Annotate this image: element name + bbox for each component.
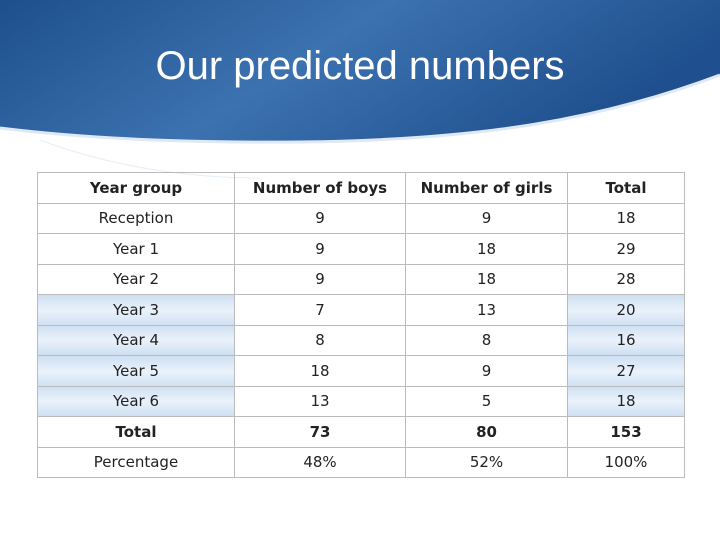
table-cell: 18 [567,385,685,417]
table-cell: 8 [405,324,568,356]
table-row: Year 5 18 9 27 [37,355,685,387]
table-cell: Total [37,416,235,448]
table-cell: 18 [567,202,685,234]
table-row: Year 4 8 8 16 [37,324,685,356]
table-cell: 9 [234,202,406,234]
table-row: Total 73 80 153 [37,416,685,448]
header-row: Year group Number of boys Number of girls T… [37,172,685,204]
table-cell: 28 [567,263,685,295]
table-cell: Year 2 [37,263,235,295]
table-cell: 13 [234,385,406,417]
table-cell: 9 [234,263,406,295]
table-cell: 9 [234,233,406,265]
table-cell: 80 [405,416,568,448]
table-cell: 13 [405,294,568,326]
table-cell: 5 [405,385,568,417]
table-cell: 16 [567,324,685,356]
table-cell: 7 [234,294,406,326]
table-row: Percentage 48% 52% 100% [37,446,685,478]
table-cell: 18 [405,233,568,265]
table-cell: 18 [405,263,568,295]
table-cell: 100% [567,446,685,478]
table-cell: 18 [234,355,406,387]
title: Our predicted numbers [155,44,565,88]
table-cell: 9 [405,355,568,387]
table-cell: 8 [234,324,406,356]
header-band [0,0,720,143]
table: Year group Number of boys Number of girls T… [37,172,685,478]
table-cell: Reception [37,202,235,234]
table-row: Year 6 13 5 18 [37,385,685,417]
table-cell: 29 [567,233,685,265]
table-cell: Percentage [37,446,235,478]
table-cell: 153 [567,416,685,448]
table-row: Reception 9 9 18 [37,202,685,234]
table-cell: Year 5 [37,355,235,387]
table-cell: 52% [405,446,568,478]
swoosh [0,73,720,144]
header-cell: Number of boys [234,172,406,204]
table-row: Year 3 7 13 20 [37,294,685,326]
table-cell: Year 1 [37,233,235,265]
table-cell: 48% [234,446,406,478]
table-cell: 27 [567,355,685,387]
table-cell: 9 [405,202,568,234]
header-cell: Number of girls [405,172,568,204]
table-row: Year 1 9 18 29 [37,233,685,265]
table-cell: Year 6 [37,385,235,417]
table-row: Year 2 9 18 28 [37,263,685,295]
table-cell: Year 3 [37,294,235,326]
header-cell: Year group [37,172,235,204]
header-cell: Total [567,172,685,204]
table-cell: 73 [234,416,406,448]
table-cell: Year 4 [37,324,235,356]
table-cell: 20 [567,294,685,326]
